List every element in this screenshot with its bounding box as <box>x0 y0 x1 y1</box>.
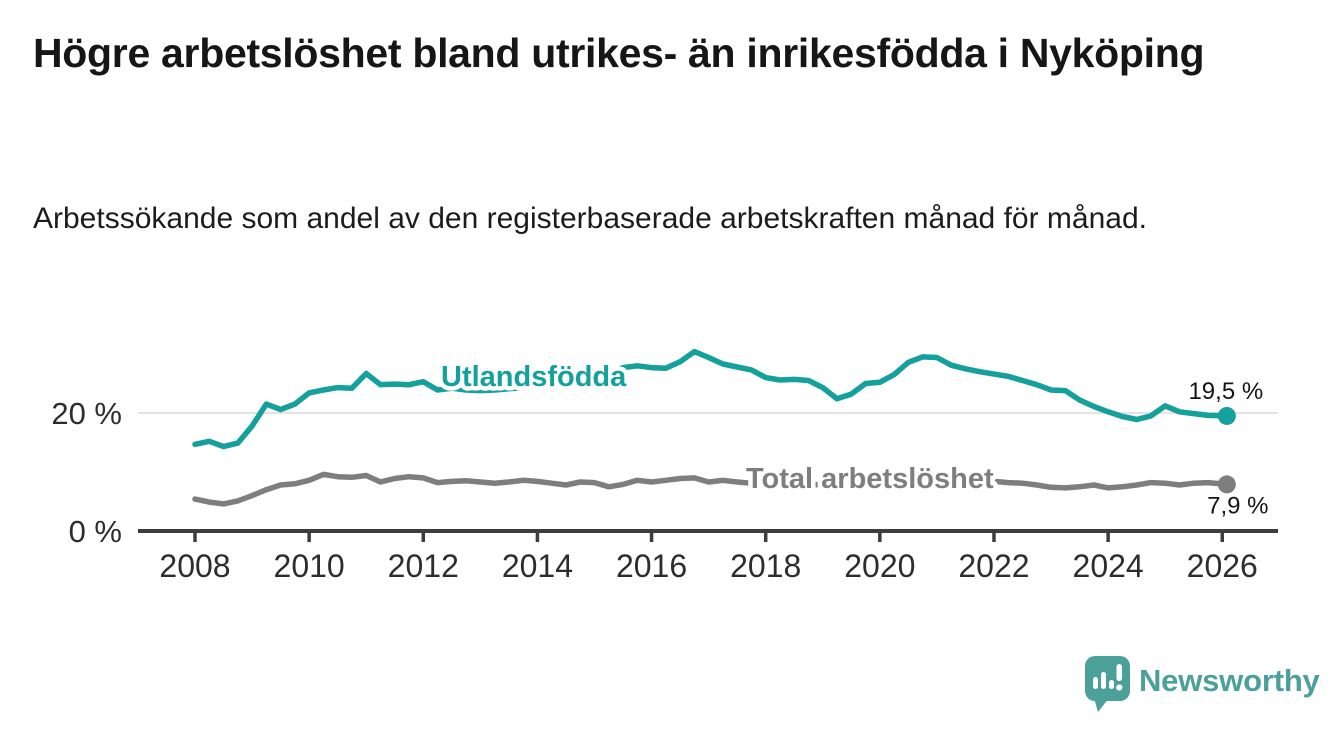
logo-bar-3 <box>1109 680 1114 689</box>
series-label-total-arbetsloshet: Total arbetslöshet <box>746 463 994 495</box>
line-chart: 0 % 20 % 2008 2010 2012 2014 2016 2018 2020 2022 2… <box>51 348 1278 584</box>
logo-bubble <box>1085 656 1130 701</box>
series-line-total-arbetsloshet <box>192 471 1230 507</box>
end-dot-utlandsfodda <box>1217 406 1236 425</box>
y-axis-label-0: 0 % <box>69 514 122 549</box>
logo-bubble-tail <box>1094 698 1109 712</box>
x-axis-label-2014: 2014 <box>502 548 573 584</box>
y-axis-label-20: 20 % <box>51 396 122 431</box>
x-axis-label-2020: 2020 <box>844 548 915 584</box>
newsworthy-bubble-chart-icon <box>1085 656 1130 712</box>
x-axis-label-2026: 2026 <box>1187 548 1258 584</box>
logo-bar-1 <box>1093 677 1098 689</box>
x-axis-label-2008: 2008 <box>159 548 230 584</box>
x-axis-label-2016: 2016 <box>616 548 687 584</box>
logo-exclamation-bar <box>1116 664 1122 681</box>
logo-exclamation-dot <box>1116 684 1123 691</box>
end-value-label-utlandsfodda: 19,5 % <box>1188 378 1263 405</box>
series-label-utlandsfodda: Utlandsfödda <box>441 361 627 393</box>
newsworthy-logo: Newsworthy <box>1085 656 1320 712</box>
series-line-utlandsfodda <box>192 348 1230 450</box>
x-axis-label-2012: 2012 <box>388 548 459 584</box>
newsworthy-logo-text: Newsworthy <box>1139 663 1320 698</box>
end-dot-total-arbetsloshet <box>1217 475 1236 494</box>
chart-subtitle: Arbetssökande som andel av den registerb… <box>33 202 1147 235</box>
x-axis-label-2024: 2024 <box>1073 548 1144 584</box>
x-axis-label-2010: 2010 <box>274 548 345 584</box>
end-value-label-total-arbetsloshet: 7,9 % <box>1207 492 1268 519</box>
chart-title: Högre arbetslöshet bland utrikes- än inr… <box>33 30 1205 76</box>
x-axis-label-2018: 2018 <box>730 548 801 584</box>
x-axis-label-2022: 2022 <box>958 548 1029 584</box>
logo-bar-2 <box>1101 672 1106 689</box>
